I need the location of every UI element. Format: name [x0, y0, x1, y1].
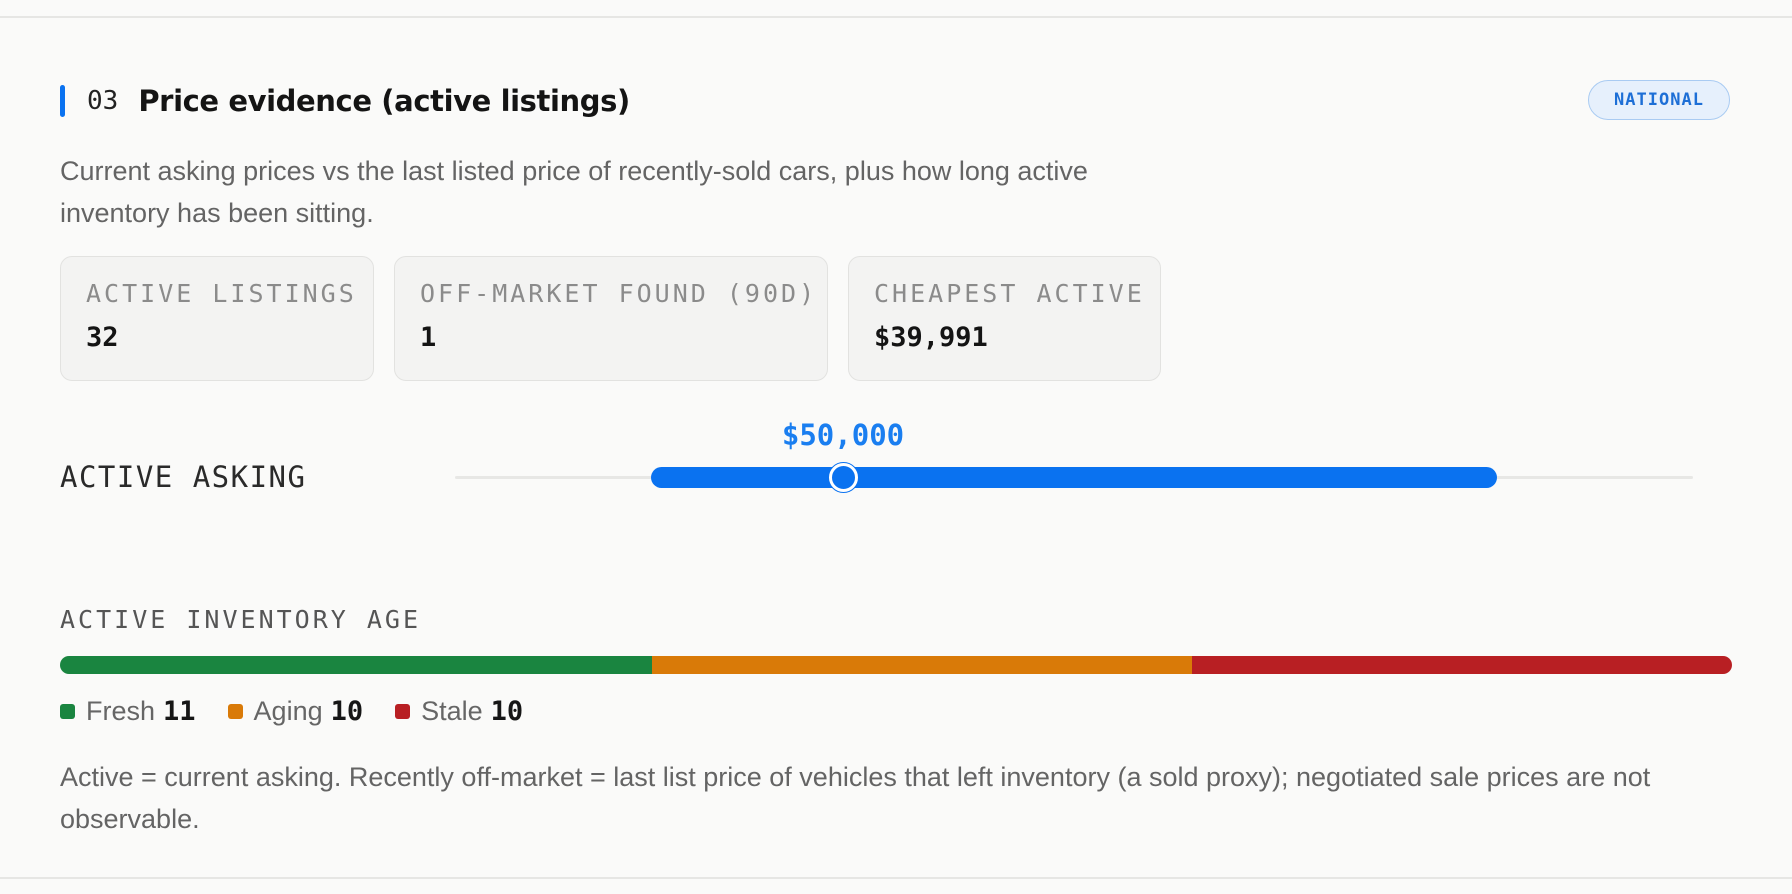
scope-badge: NATIONAL	[1588, 80, 1730, 120]
legend-item-aging: Aging 10	[227, 695, 364, 727]
stat-label: OFF-MARKET FOUND (90D)	[420, 279, 818, 308]
section-description: Current asking prices vs the last listed…	[60, 156, 1088, 228]
legend-item-fresh: Fresh 11	[60, 696, 196, 727]
section-accent-bar	[60, 85, 65, 117]
stat-label: CHEAPEST ACTIVE	[874, 279, 1145, 308]
aging-swatch-icon	[227, 703, 243, 719]
legend-name: Stale	[421, 695, 483, 726]
fresh-swatch-icon	[60, 703, 75, 719]
stat-label: ACTIVE LISTINGS	[86, 279, 357, 308]
stat-value: $39,991	[874, 322, 988, 353]
legend-count: 10	[330, 695, 364, 727]
price-marker-value: $50,000	[781, 418, 905, 452]
age-segment-fresh	[60, 656, 652, 674]
age-segment-stale	[1192, 656, 1732, 674]
inventory-age-bar	[60, 656, 1732, 674]
top-divider	[0, 16, 1792, 18]
methodology-footnote: Active = current asking. Recently off-ma…	[60, 762, 1651, 834]
stale-swatch-icon	[395, 703, 411, 719]
section-number: 03	[87, 86, 119, 116]
stat-card-active-listings: ACTIVE LISTINGS 32	[60, 256, 374, 381]
section-header: 03 Price evidence (active listings)	[60, 84, 630, 118]
price-range-bar	[651, 467, 1497, 488]
legend-count: 10	[490, 695, 524, 727]
stat-card-off-market: OFF-MARKET FOUND (90D) 1	[394, 256, 828, 381]
age-segment-aging	[652, 656, 1192, 674]
inventory-age-legend: Fresh 11 Aging 10 Stale 10	[60, 692, 555, 730]
active-asking-label: ACTIVE ASKING	[60, 460, 307, 494]
stat-value: 1	[420, 322, 437, 353]
section-title: Price evidence (active listings)	[138, 84, 630, 118]
legend-item-stale: Stale 10	[395, 696, 523, 727]
inventory-age-label: ACTIVE INVENTORY AGE	[60, 605, 422, 634]
legend-name: Aging	[253, 695, 323, 726]
bottom-divider	[0, 877, 1792, 879]
stat-card-cheapest-active: CHEAPEST ACTIVE $39,991	[848, 256, 1161, 381]
price-marker-handle[interactable]	[829, 463, 858, 492]
stat-value: 32	[86, 322, 119, 353]
legend-count: 11	[163, 695, 196, 727]
legend-name: Fresh	[86, 695, 156, 726]
